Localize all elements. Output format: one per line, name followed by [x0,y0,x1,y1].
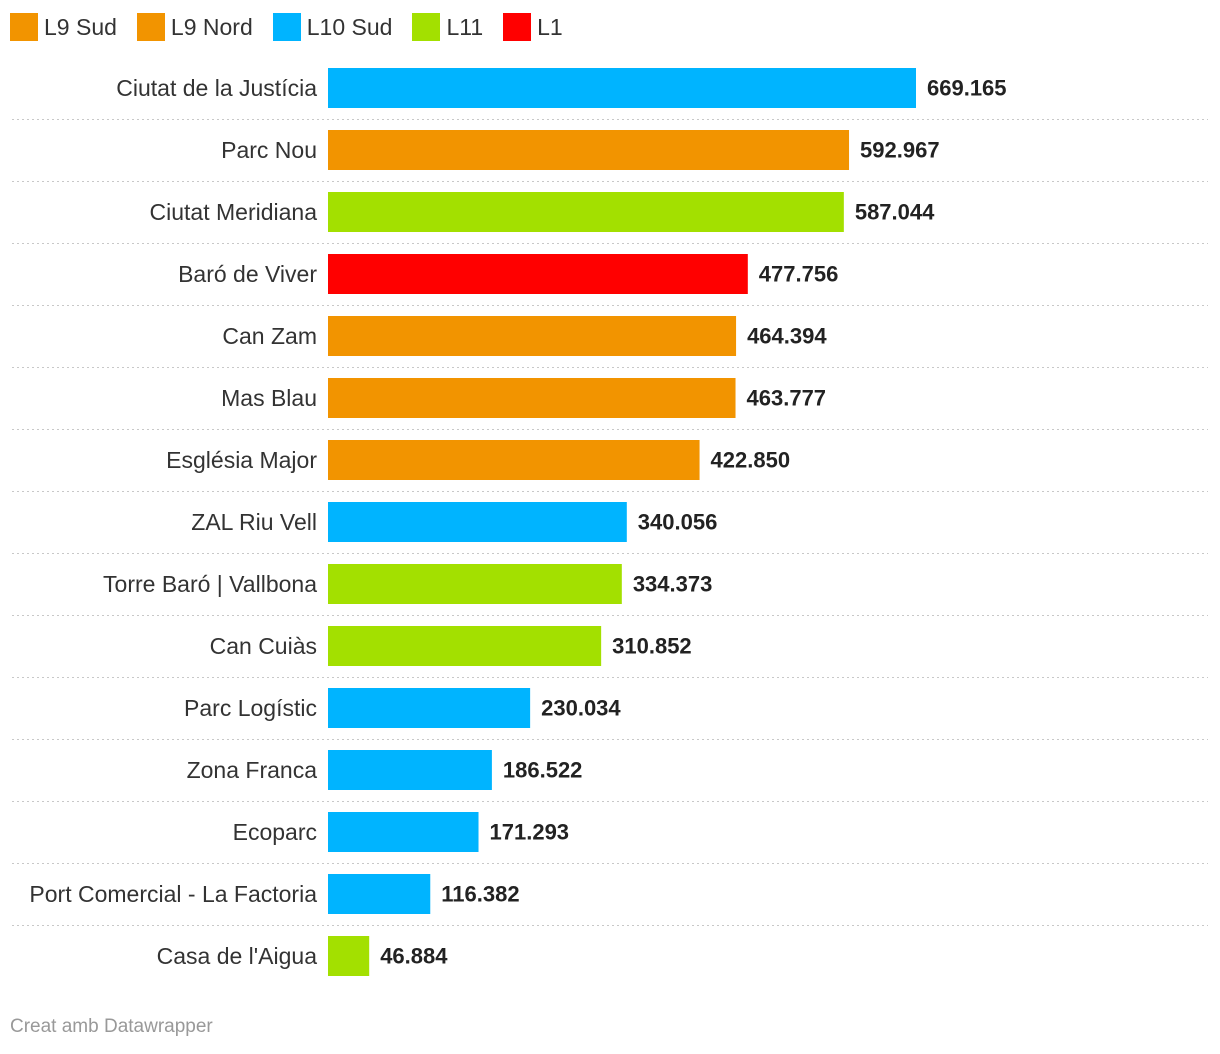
category-label: Mas Blau [221,385,317,411]
legend-item: L11 [412,13,483,41]
legend-swatch [503,13,532,41]
legend-item: L1 [503,13,563,41]
value-label: 230.034 [541,696,621,721]
legend-swatch [412,13,441,41]
bar [328,750,492,790]
value-label: 46.884 [380,944,448,969]
legend-item: L9 Sud [10,13,117,41]
legend-item: L10 Sud [272,13,393,41]
value-label: 463.777 [747,386,827,411]
bar [328,812,479,852]
value-label: 587.044 [855,200,935,225]
value-label: 592.967 [860,138,940,163]
category-label: Baró de Viver [178,261,317,287]
bar [328,440,700,480]
bar [328,874,431,914]
bar [328,688,531,728]
bar [328,502,627,542]
category-label: Parc Logístic [184,695,317,721]
value-label: 477.756 [759,262,839,287]
legend-swatch [272,13,301,41]
legend-label: L11 [446,13,484,40]
value-label: 186.522 [503,758,583,783]
footer-credit: Creat amb Datawrapper [10,1016,213,1037]
bar [328,378,736,418]
category-label: Port Comercial - La Factoria [29,881,317,907]
value-label: 464.394 [747,324,827,349]
bar [328,564,622,604]
category-label: Església Major [166,447,317,473]
legend-label: L9 Nord [170,13,253,40]
category-label: Zona Franca [187,757,318,783]
category-label: Parc Nou [221,137,317,163]
bar [328,316,737,356]
value-label: 340.056 [638,510,718,535]
legend-swatch [10,13,38,41]
value-label: 116.382 [441,882,519,907]
category-label: Casa de l'Aigua [157,943,318,969]
bar-chart: Ciutat de la Justícia 669.165 Parc Nou 592.… [12,68,1208,976]
legend-label: L1 [537,13,563,40]
value-label: 422.850 [711,448,791,473]
category-label: ZAL Riu Vell [191,509,317,535]
legend-swatch [136,13,165,41]
value-label: 171.293 [490,820,570,845]
bar [328,130,850,170]
legend-label: L10 Sud [306,13,393,40]
legend-item: L9 Nord [136,13,253,41]
bar [328,254,748,294]
value-label: 334.373 [633,572,713,597]
category-label: Can Cuiàs [210,633,317,659]
value-label: 669.165 [927,76,1007,101]
bar [328,626,602,666]
legend-label: L9 Sud [44,13,117,40]
category-label: Torre Baró | Vallbona [103,571,317,597]
value-label: 310.852 [612,634,692,659]
category-label: Ecoparc [233,819,317,845]
bar [328,192,844,232]
bar [328,936,370,976]
chart-legend: L9 Sud L9 Nord L10 Sud L11 L1 [10,12,583,42]
category-label: Ciutat de la Justícia [116,75,317,101]
category-label: Ciutat Meridiana [150,199,318,225]
bar [328,68,916,108]
category-label: Can Zam [222,323,317,349]
